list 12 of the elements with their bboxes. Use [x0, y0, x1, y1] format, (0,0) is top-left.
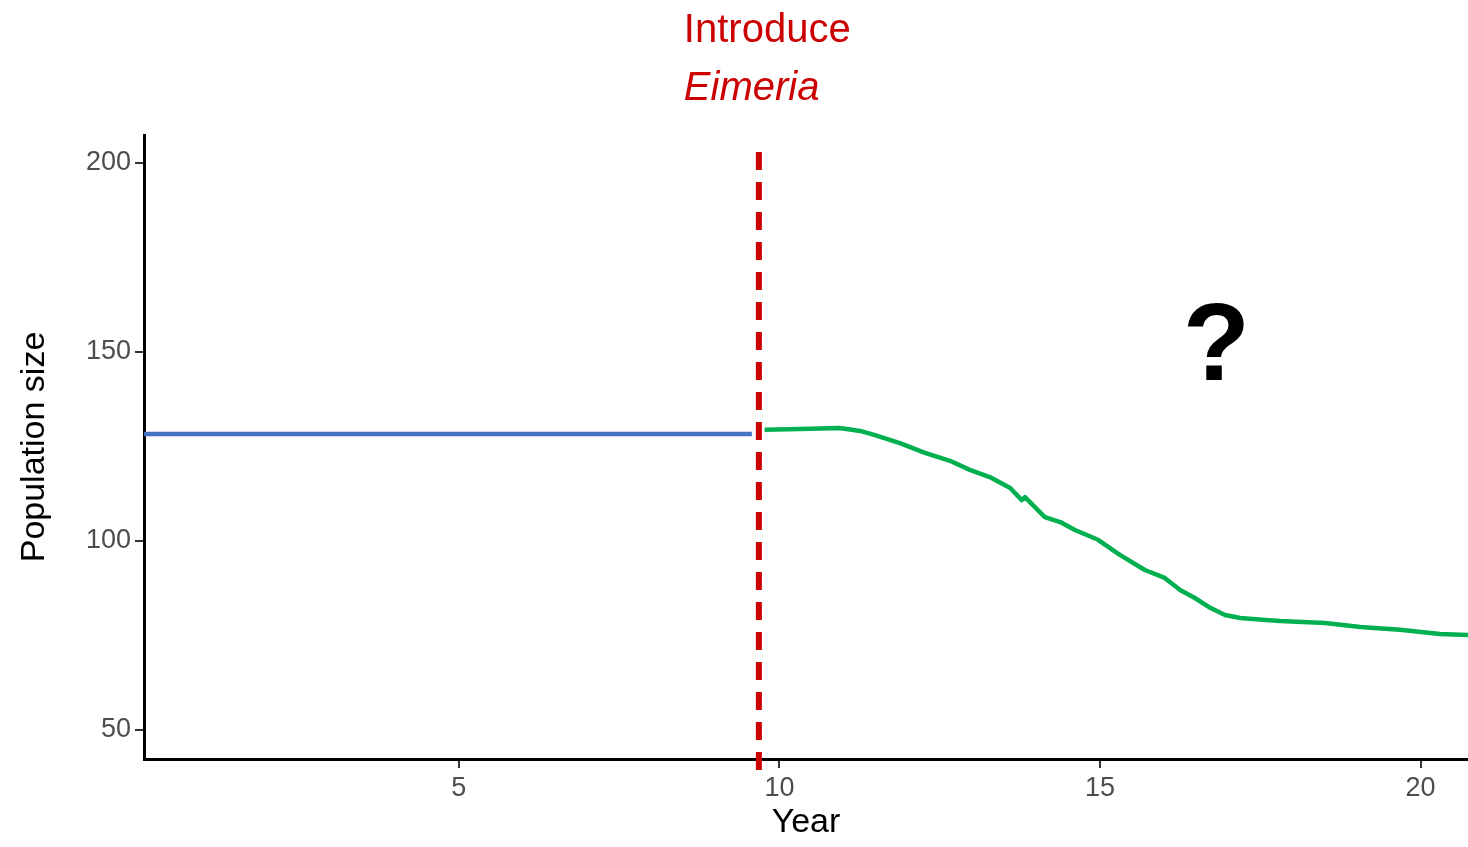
y-tick-label: 150 [85, 335, 131, 366]
y-tick-label: 200 [85, 146, 131, 177]
annotation: ? [1182, 280, 1251, 403]
y-axis-title: Population size [12, 331, 51, 563]
y-tick-label: 100 [85, 524, 131, 555]
x-tick-label: 10 [764, 771, 795, 802]
ref-line-label: Introduce Eimeria [683, 6, 851, 108]
x-axis-title: Year [771, 800, 841, 839]
x-tick-label: 5 [451, 771, 467, 802]
x-tick-label: 20 [1405, 771, 1436, 802]
y-tick-label: 50 [100, 713, 131, 744]
x-tick-label: 15 [1084, 771, 1115, 802]
